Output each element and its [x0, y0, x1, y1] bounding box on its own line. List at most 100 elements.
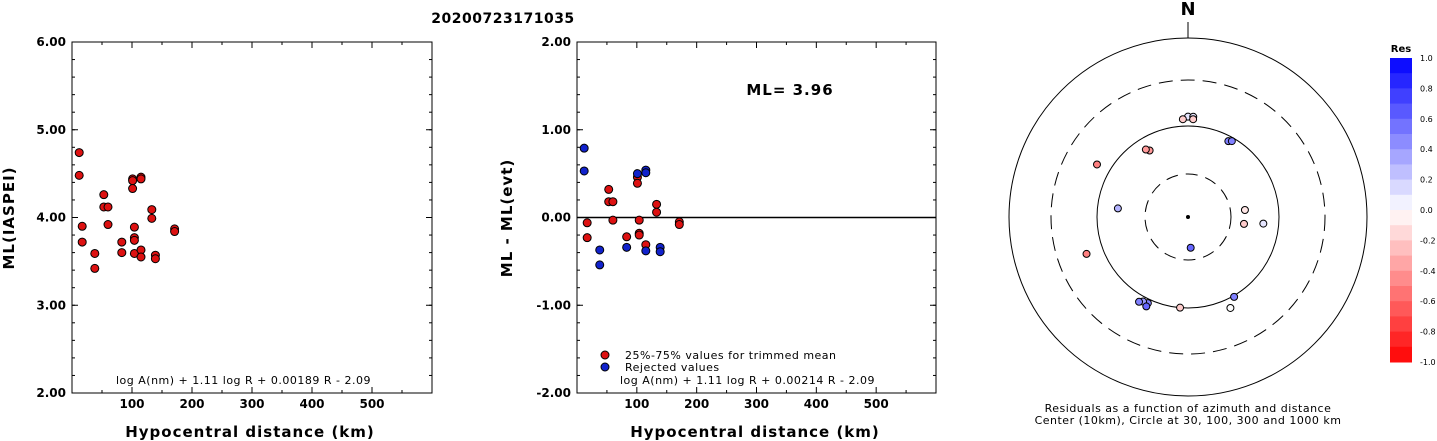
mid-accepted-point — [608, 197, 618, 207]
polar-station-point — [1092, 160, 1101, 169]
left-data-point — [147, 213, 157, 223]
mid-ytick-label: -1.00 — [536, 298, 571, 312]
colorbar-cell — [1390, 301, 1412, 317]
colorbar-cell — [1390, 73, 1412, 89]
left-data-point — [170, 227, 180, 237]
mid-rejected-point — [641, 246, 651, 256]
colorbar-title: Res — [1391, 44, 1411, 55]
left-data-point — [129, 235, 139, 245]
left-data-point — [77, 221, 87, 231]
polar-station-point — [1178, 115, 1187, 124]
left-data-point — [136, 174, 146, 184]
ring-100km — [1096, 125, 1280, 309]
colorbar-label: -0.4 — [1420, 267, 1436, 276]
mid-rejected-point — [579, 143, 589, 153]
legend-red-marker — [600, 350, 610, 360]
mid-ytick-label: 2.00 — [541, 35, 571, 49]
polar-station-point — [1226, 303, 1235, 312]
colorbar-cell — [1390, 270, 1412, 287]
polar-station-point — [1135, 297, 1144, 306]
left-formula: log A(nm) + 1.11 log R + 0.00189 R - 2.0… — [116, 374, 371, 387]
left-data-point — [128, 184, 138, 194]
mid-rejected-point — [595, 245, 605, 255]
mid-ytick-label: -2.00 — [536, 386, 571, 400]
ml-iaspei-chart: 100 200 300 400 500 2.00 3.00 4.00 5.00 6.00 ML(I… — [0, 35, 433, 441]
mid-accepted-point — [604, 184, 614, 194]
left-ytick-label: 5.00 — [36, 123, 66, 137]
polar-station-point — [1141, 145, 1150, 154]
ml-residual-chart: 100 200 300 400 500 -2.00 -1.00 0.00 1.00 2.00 ML… — [498, 35, 937, 441]
polar-station-point — [1259, 219, 1268, 228]
colorbar-label: -0.8 — [1420, 328, 1436, 337]
mid-accepted-point — [582, 233, 592, 243]
mid-accepted-point — [652, 199, 662, 209]
colorbar-cells — [1390, 58, 1412, 363]
colorbar-labels: 1.0 0.8 0.6 0.4 0.2 0.0 -0.2 -0.4 -0.6 -0.8 -1.0 — [1420, 54, 1436, 367]
colorbar-cell — [1390, 331, 1412, 348]
figure-title: 20200723171035 — [431, 11, 574, 27]
left-ytick-label: 2.00 — [36, 386, 66, 400]
colorbar-cell — [1390, 210, 1412, 226]
left-data-point — [90, 248, 100, 258]
mid-xtick-label: 300 — [744, 397, 769, 411]
left-data-point — [147, 205, 157, 215]
colorbar-cell — [1390, 88, 1412, 105]
colorbar-label: 0.8 — [1420, 84, 1433, 93]
mid-formula: log A(nm) + 1.11 log R + 0.00214 R - 2.0… — [620, 374, 875, 387]
mid-rejected-point — [595, 260, 605, 270]
colorbar-cell — [1390, 103, 1412, 120]
colorbar-cell — [1390, 225, 1412, 241]
mid-ytick-label: 0.00 — [541, 211, 571, 225]
left-data-point — [77, 237, 87, 247]
colorbar-label: -1.0 — [1420, 358, 1436, 367]
polar-station-point — [1227, 137, 1236, 146]
residual-colorbar: Res 1.0 0.8 0.6 0.4 0.2 0.0 -0.2 -0.4 -0.6 -0.8 -1… — [1390, 44, 1436, 367]
left-points — [74, 148, 180, 273]
left-data-point — [99, 190, 109, 200]
polar-caption-2: Center (10km), Circle at 30, 100, 300 an… — [1035, 414, 1342, 427]
mid-accepted-point — [652, 207, 662, 217]
polar-station-point — [1239, 219, 1248, 228]
legend-red-label: 25%-75% values for trimmed mean — [625, 349, 837, 362]
left-data-point — [74, 148, 84, 158]
polar-residual-plot: N Residuals as a function of azimuth and… — [1008, 0, 1368, 427]
ring-30km — [1144, 173, 1232, 261]
mid-points — [579, 143, 684, 270]
ring-1000km — [1008, 37, 1368, 397]
mid-ytick-label: 1.00 — [541, 123, 571, 137]
colorbar-cell — [1390, 240, 1412, 257]
colorbar-cell — [1390, 316, 1412, 333]
mid-ticks: 100 200 300 400 500 -2.00 -1.00 0.00 1.00 2.00 — [536, 35, 936, 411]
colorbar-cell — [1390, 134, 1412, 150]
center-dot — [1186, 215, 1190, 219]
left-data-point — [150, 254, 160, 264]
mid-xtick-label: 100 — [624, 397, 649, 411]
colorbar-label: 0.4 — [1420, 145, 1433, 154]
colorbar-cell — [1390, 194, 1412, 211]
left-ticks: 100 200 300 400 500 2.00 3.00 4.00 5.00 6.00 — [36, 35, 432, 411]
ml-value: ML= 3.96 — [746, 81, 833, 99]
mid-xlabel: Hypocentral distance (km) — [630, 423, 880, 441]
colorbar-label: 0.0 — [1420, 206, 1433, 215]
mid-rejected-point — [622, 242, 632, 252]
mid-accepted-point — [634, 215, 644, 225]
mid-rejected-point — [632, 169, 642, 179]
mid-rejected-point — [579, 166, 589, 176]
left-xtick-label: 500 — [359, 397, 384, 411]
colorbar-cell — [1390, 346, 1412, 363]
left-data-point — [103, 202, 113, 212]
polar-station-point — [1142, 302, 1151, 311]
left-xtick-label: 200 — [179, 397, 204, 411]
polar-station-point — [1082, 249, 1091, 258]
left-ytick-label: 3.00 — [36, 298, 66, 312]
mid-accepted-point — [582, 218, 592, 228]
colorbar-cell — [1390, 58, 1412, 74]
left-data-point — [117, 248, 127, 258]
mid-ylabel: ML - ML(evt) — [498, 159, 516, 277]
left-data-point — [103, 220, 113, 230]
polar-station-point — [1113, 204, 1122, 213]
left-ytick-label: 4.00 — [36, 211, 66, 225]
mid-xtick-label: 500 — [864, 397, 889, 411]
colorbar-cell — [1390, 149, 1412, 165]
